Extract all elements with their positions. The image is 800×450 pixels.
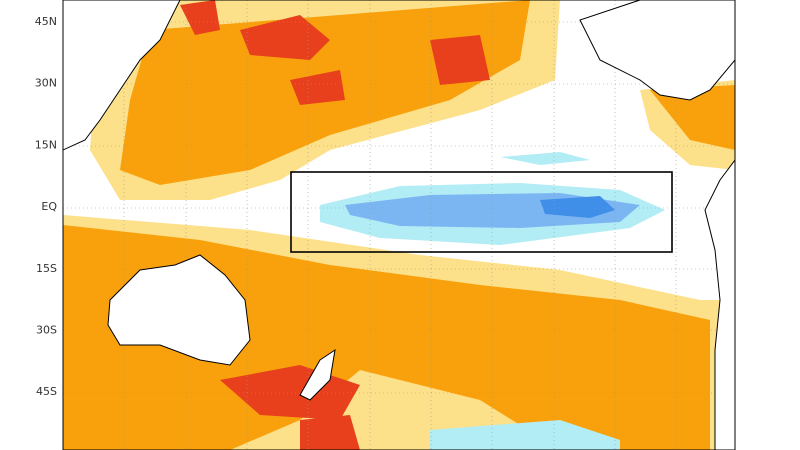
graticule [63, 0, 735, 450]
cool-weak [430, 420, 620, 450]
warm-moderate [650, 85, 735, 150]
lat-label: 15N [35, 138, 57, 151]
warm-strong [240, 15, 330, 60]
lat-label: EQ [41, 200, 57, 213]
lat-labels: 45N 30N 15N EQ 15S 30S 45S [35, 15, 58, 398]
warm-strong [180, 0, 220, 35]
lat-label: 30N [35, 77, 57, 90]
warm-strong [430, 35, 490, 85]
warm-strong [300, 415, 360, 450]
cool-strong [540, 196, 615, 218]
nino34-box [290, 171, 673, 253]
map-field [63, 0, 735, 450]
land [63, 0, 735, 450]
warm-strong [290, 70, 345, 105]
lat-label: 45S [36, 385, 57, 398]
lat-label: 30S [36, 324, 57, 337]
cool-weak [500, 152, 590, 165]
map-frame [62, 0, 736, 450]
lat-label: 15S [36, 262, 57, 275]
lat-label: 45N [35, 15, 57, 28]
